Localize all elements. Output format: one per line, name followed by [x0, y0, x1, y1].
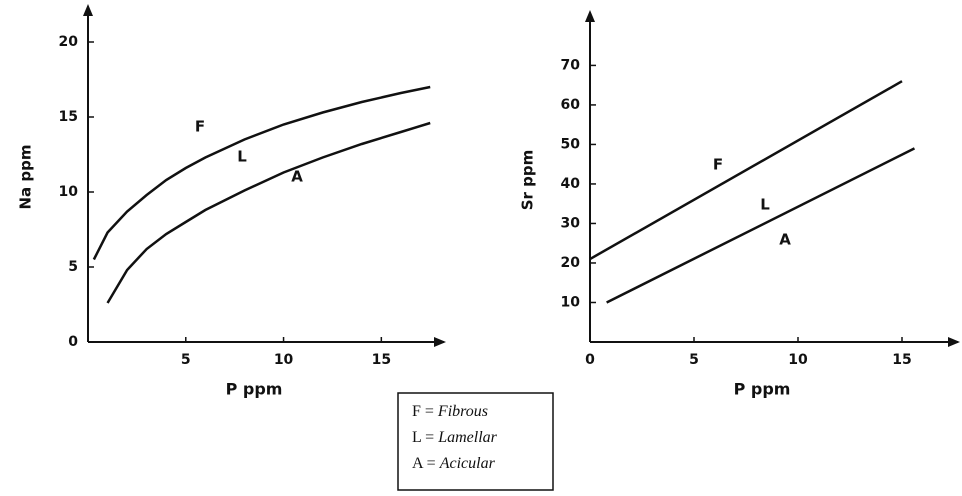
y-axis-arrow — [585, 10, 595, 22]
legend-meaning: Acicular — [439, 455, 496, 472]
legend-box — [397, 392, 554, 491]
x-axis-arrow — [434, 337, 446, 347]
legend-meaning: Fibrous — [437, 403, 488, 420]
curve — [606, 147, 916, 304]
y-tick-label: 20 — [561, 255, 581, 271]
x-tick-label: 0 — [585, 352, 595, 368]
x-tick-label: 5 — [689, 352, 699, 368]
legend-symbol: F = — [412, 403, 434, 420]
y-tick-label: 10 — [561, 294, 581, 310]
x-axis-label: P ppm — [226, 380, 283, 399]
y-tick-label: 30 — [561, 215, 581, 231]
y-tick-label: 60 — [561, 97, 581, 113]
x-tick-label: 10 — [274, 352, 294, 368]
y-axis-label: Na ppm — [17, 144, 35, 209]
y-tick-label: 50 — [561, 136, 581, 152]
x-axis-label: P ppm — [734, 380, 791, 399]
y-axis-arrow — [83, 4, 93, 16]
region-label: F — [195, 118, 205, 136]
legend-entry: F = Fibrous — [412, 403, 488, 420]
region-label: L — [760, 196, 770, 214]
legend-meaning: Lamellar — [437, 429, 497, 446]
x-tick-label: 10 — [788, 352, 808, 368]
y-tick-label: 5 — [68, 259, 78, 275]
legend-symbol: A = — [412, 455, 436, 472]
region-label: A — [779, 231, 791, 249]
y-tick-label: 40 — [561, 176, 581, 192]
legend-symbol: L = — [412, 429, 434, 446]
legend-entry: A = Acicular — [412, 455, 496, 472]
curve — [589, 80, 903, 261]
y-tick-label: 70 — [561, 57, 581, 73]
region-label: A — [291, 168, 303, 186]
region-label: F — [713, 156, 723, 174]
region-label: L — [237, 148, 247, 166]
y-tick-label: 0 — [68, 334, 78, 350]
x-tick-label: 5 — [181, 352, 191, 368]
x-axis-arrow — [948, 337, 960, 347]
legend-entry: L = Lamellar — [412, 429, 498, 446]
x-tick-label: 15 — [892, 352, 911, 368]
curve — [92, 85, 431, 261]
y-tick-label: 20 — [59, 34, 79, 50]
y-axis-label: Sr ppm — [519, 150, 537, 211]
curve — [106, 121, 431, 304]
y-tick-label: 10 — [59, 184, 79, 200]
x-tick-label: 15 — [372, 352, 391, 368]
y-tick-label: 15 — [59, 109, 78, 125]
